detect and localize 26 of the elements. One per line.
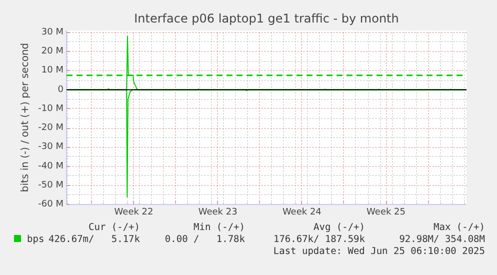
y-tick-label: -10 M <box>38 104 64 114</box>
text: 92.98M/ 354.08M <box>398 234 485 246</box>
y-tick-label: -30 M <box>38 142 64 152</box>
text: Last update: Wed Jun 25 06:10:00 2025 <box>272 246 485 258</box>
x-tick-label: Week 22 <box>114 208 154 218</box>
text: 426.67m/ 5.17k <box>47 234 140 246</box>
x-tick-label: Week 24 <box>282 208 322 218</box>
text: 0.00 / 1.78k <box>164 234 245 246</box>
y-tick-label: 30 M <box>41 27 64 38</box>
text: Cur (-/+) <box>88 222 140 234</box>
text: 176.67k/ 187.59k <box>272 234 365 246</box>
y-axis-title: bits in (-) / out (+) per second <box>20 42 32 192</box>
y-tick-label: 10 M <box>41 66 64 76</box>
y-tick-label: -50 M <box>38 180 64 190</box>
text: Max (-/+) <box>432 222 485 234</box>
text: Avg (-/+) <box>312 222 365 234</box>
y-tick-label: -20 M <box>38 123 64 134</box>
y-tick-label: -40 M <box>38 161 64 172</box>
chart-title: Interface p06 laptop1 ge1 traffic - by month <box>134 12 399 26</box>
y-tick-label: -60 M <box>38 200 64 210</box>
y-tick-label: 0 <box>58 84 64 95</box>
legend-label: bps <box>27 234 45 246</box>
x-tick-label: Week 23 <box>198 208 238 218</box>
y-tick-label: 20 M <box>41 46 64 57</box>
text: Min (-/+) <box>192 222 245 234</box>
x-tick-label: Week 25 <box>366 208 406 218</box>
